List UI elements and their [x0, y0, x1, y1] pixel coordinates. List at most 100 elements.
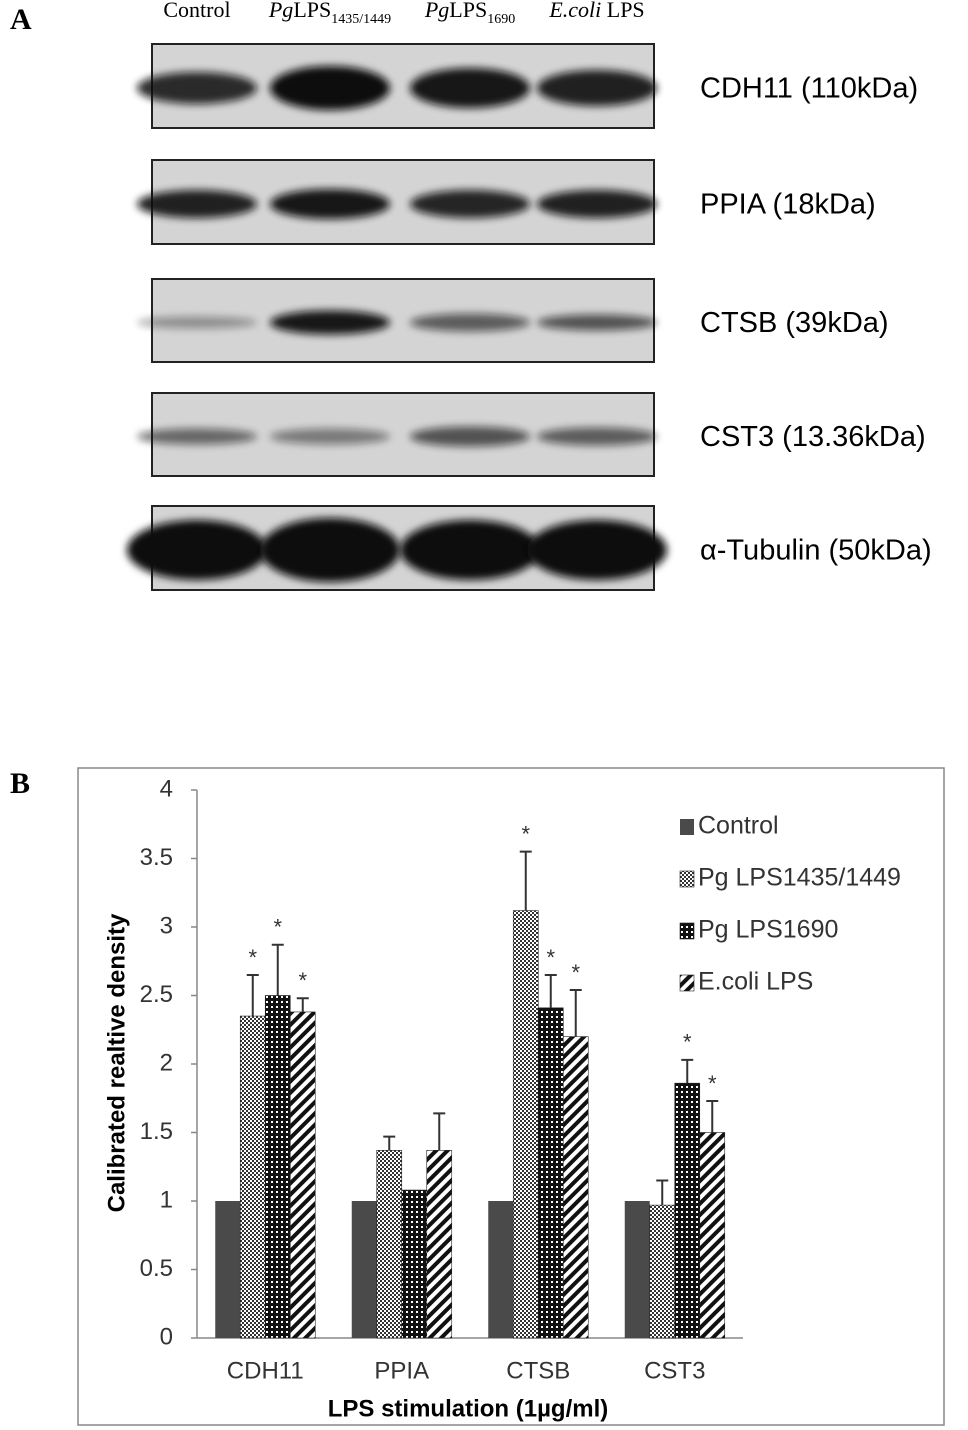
blot-band — [537, 70, 657, 106]
legend-label: Control — [698, 812, 779, 840]
y-tick-label: 0 — [160, 1323, 173, 1350]
lane-label-part: E.coli — [548, 0, 601, 22]
y-tick-label: 0.5 — [140, 1255, 173, 1282]
y-tick-label: 1.5 — [140, 1118, 173, 1145]
error-bar — [681, 1058, 694, 1084]
bar — [289, 1011, 316, 1339]
error-bar — [296, 997, 309, 1012]
blot-band — [410, 426, 530, 447]
blot-band — [137, 316, 257, 329]
bar — [426, 1150, 453, 1339]
blot-band — [537, 427, 657, 446]
lane-label-part: Pg — [268, 0, 293, 22]
blot-label: CST3 (13.36kDa) — [700, 421, 926, 453]
x-tick-label: CDH11 — [227, 1357, 304, 1384]
y-tick-label: 2.5 — [140, 981, 173, 1008]
bar — [537, 1007, 564, 1339]
blot-band — [270, 189, 390, 219]
bar — [624, 1201, 650, 1338]
error-bar — [433, 1112, 446, 1151]
y-tick-label: 1 — [160, 1186, 173, 1213]
legend-swatch — [679, 974, 695, 992]
significance-mark: * — [248, 945, 257, 970]
blot-band — [410, 68, 530, 108]
error-bar — [706, 1099, 719, 1133]
blot-label: CTSB (39kDa) — [700, 307, 889, 339]
bar — [215, 1201, 241, 1338]
lane-label-part: LPS — [601, 0, 644, 22]
x-tick-label: CTSB — [506, 1357, 570, 1384]
panel-label: B — [10, 767, 30, 800]
significance-mark: * — [273, 915, 282, 940]
bar — [674, 1082, 701, 1339]
x-axis-title: LPS stimulation (1µg/ml) — [328, 1395, 609, 1422]
significance-mark: * — [708, 1071, 717, 1096]
y-axis-title: Calibrated realtive density — [103, 913, 130, 1212]
lane-label: PgLPS1690 — [424, 0, 515, 27]
y-tick-label: 4 — [160, 775, 173, 802]
error-bar — [271, 943, 284, 996]
bar — [401, 1189, 428, 1339]
blot-band — [270, 428, 390, 445]
blot-band — [127, 520, 267, 580]
error-bar — [246, 973, 259, 1017]
y-tick-label: 3 — [160, 912, 173, 939]
error-bar — [656, 1179, 669, 1206]
legend-label: E.coli LPS — [698, 968, 813, 996]
significance-mark: * — [546, 945, 555, 970]
lane-label-part: LPS — [293, 0, 331, 22]
blot-band — [137, 428, 257, 445]
bar — [699, 1132, 726, 1339]
blot-band — [400, 520, 540, 580]
bar — [512, 910, 539, 1339]
lane-label: PgLPS1435/1449 — [268, 0, 391, 27]
blot-band — [137, 190, 257, 218]
lane-label-part: Pg — [424, 0, 449, 22]
lane-label: E.coli LPS — [548, 0, 644, 22]
blot-band — [537, 314, 657, 331]
legend-label: Pg LPS1690 — [698, 916, 838, 944]
bar — [488, 1201, 514, 1338]
blot-band — [137, 72, 257, 104]
significance-mark: * — [571, 960, 580, 985]
legend-swatch — [680, 819, 694, 835]
significance-mark: * — [683, 1030, 692, 1055]
blot-label: CDH11 (110kDa) — [700, 73, 918, 105]
blot-band — [410, 313, 530, 332]
y-tick-label: 3.5 — [140, 844, 173, 871]
x-tick-label: PPIA — [374, 1357, 429, 1384]
error-bar — [519, 850, 532, 911]
panel-label: A — [10, 3, 32, 36]
blot-band — [410, 190, 530, 218]
blot-band — [527, 520, 667, 580]
y-tick-label: 2 — [160, 1049, 173, 1076]
bar — [351, 1201, 377, 1338]
blot-band — [537, 190, 657, 218]
blot-label: PPIA (18kDa) — [700, 189, 876, 221]
error-bar — [544, 973, 557, 1008]
legend-swatch — [679, 922, 695, 940]
bar — [649, 1204, 676, 1339]
x-tick-label: CST3 — [644, 1357, 705, 1384]
bar — [376, 1150, 403, 1339]
bar — [562, 1036, 589, 1339]
significance-mark: * — [298, 968, 307, 993]
blot-band — [270, 310, 390, 335]
error-bar — [569, 989, 582, 1037]
blot-band — [260, 518, 400, 582]
lane-label-part: 1435/1449 — [331, 12, 391, 27]
lane-label-part: LPS — [449, 0, 487, 22]
lane-label: Control — [163, 0, 230, 22]
blot-band — [270, 66, 390, 110]
legend-swatch — [679, 870, 695, 888]
lane-label-part: Control — [163, 0, 230, 22]
error-bar — [383, 1135, 396, 1151]
chart-frame — [77, 767, 945, 1426]
blot-label: α-Tubulin (50kDa) — [700, 535, 932, 567]
legend-label: Pg LPS1435/1449 — [698, 864, 901, 892]
lane-label-part: 1690 — [487, 12, 515, 27]
bar — [264, 995, 291, 1339]
significance-mark: * — [521, 821, 530, 846]
bar — [239, 1015, 266, 1339]
